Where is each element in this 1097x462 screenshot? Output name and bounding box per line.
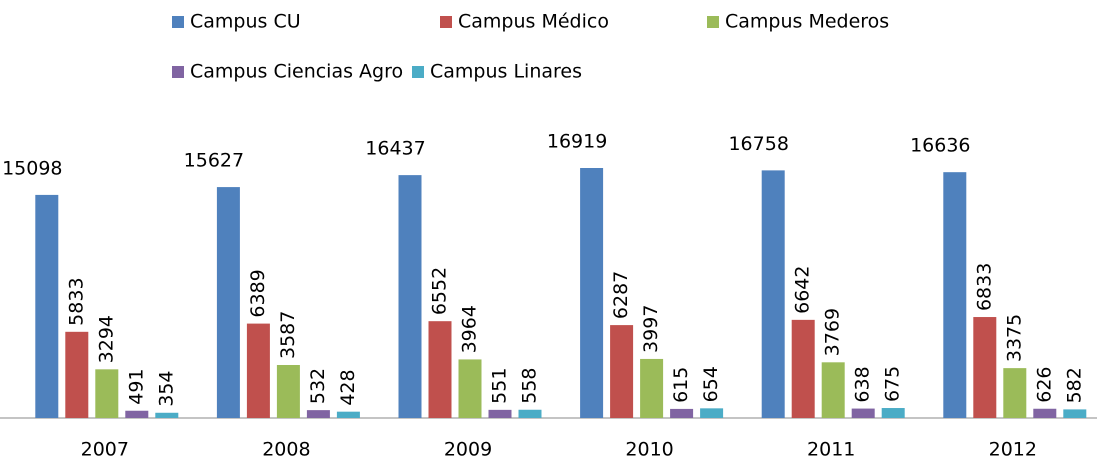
legend-label: Campus Ciencias Agro <box>190 61 403 83</box>
data-label: 6642 <box>792 265 814 313</box>
x-tick-label: 2010 <box>625 439 673 461</box>
data-label: 428 <box>337 369 359 405</box>
data-label: 354 <box>155 371 177 407</box>
bar <box>35 194 59 418</box>
data-label: 5833 <box>65 277 87 325</box>
data-label: 16437 <box>365 138 425 160</box>
data-label: 6833 <box>973 263 995 311</box>
data-label: 638 <box>852 366 874 402</box>
bar <box>851 408 875 418</box>
bar <box>125 410 149 418</box>
data-label: 3375 <box>1003 314 1025 362</box>
bar <box>821 362 845 418</box>
bar <box>488 409 512 418</box>
bar <box>65 331 89 418</box>
x-tick-label: 2007 <box>81 439 129 461</box>
data-label: 626 <box>1033 366 1055 402</box>
legend-label: Campus CU <box>190 11 301 33</box>
data-label: 615 <box>670 367 692 403</box>
bar <box>428 321 452 418</box>
legend-swatch <box>707 16 719 28</box>
bar <box>458 359 482 418</box>
bar <box>943 172 967 418</box>
legend-label: Campus Linares <box>430 61 582 83</box>
bar <box>791 319 815 418</box>
legend-swatch <box>172 66 184 78</box>
data-label: 3587 <box>277 311 299 359</box>
data-label: 3769 <box>822 308 844 356</box>
data-label: 3964 <box>459 305 481 353</box>
data-label: 551 <box>489 368 511 404</box>
legend-swatch <box>172 16 184 28</box>
bar <box>1063 409 1087 418</box>
data-label: 3294 <box>95 315 117 363</box>
bar <box>1003 368 1027 418</box>
bar <box>95 369 119 418</box>
bar <box>881 408 905 418</box>
bar <box>973 317 997 418</box>
bar <box>155 412 179 418</box>
data-label: 16758 <box>728 133 788 155</box>
data-label: 16919 <box>547 131 607 153</box>
legend-swatch <box>412 66 424 78</box>
bar <box>670 408 694 418</box>
bar <box>640 358 664 418</box>
bar <box>1033 408 1057 418</box>
data-label: 675 <box>882 366 904 402</box>
legend-swatch <box>440 16 452 28</box>
bar <box>610 325 634 418</box>
data-label: 532 <box>307 368 329 404</box>
bar <box>306 410 330 418</box>
legend-label: Campus Mederos <box>725 11 889 33</box>
data-label: 6287 <box>610 271 632 319</box>
data-label: 6389 <box>247 269 269 317</box>
x-tick-label: 2009 <box>444 439 492 461</box>
data-label: 582 <box>1063 367 1085 403</box>
bar <box>216 187 240 418</box>
data-label: 3997 <box>640 305 662 353</box>
legend-label: Campus Médico <box>458 11 609 33</box>
bar <box>580 168 604 418</box>
data-label: 654 <box>700 366 722 402</box>
bar <box>761 170 785 418</box>
data-label: 15098 <box>2 157 62 179</box>
data-label: 16636 <box>910 135 970 157</box>
bar <box>700 408 724 418</box>
x-tick-label: 2011 <box>807 439 855 461</box>
x-tick-label: 2008 <box>262 439 310 461</box>
x-tick-label: 2012 <box>989 439 1037 461</box>
data-label: 558 <box>519 367 541 403</box>
bar <box>276 364 300 418</box>
bar <box>246 323 270 418</box>
bar <box>518 409 542 418</box>
data-label: 15627 <box>184 150 244 172</box>
data-label: 491 <box>125 368 147 404</box>
data-label: 6552 <box>429 267 451 315</box>
bar <box>398 175 422 418</box>
bar <box>336 411 360 418</box>
